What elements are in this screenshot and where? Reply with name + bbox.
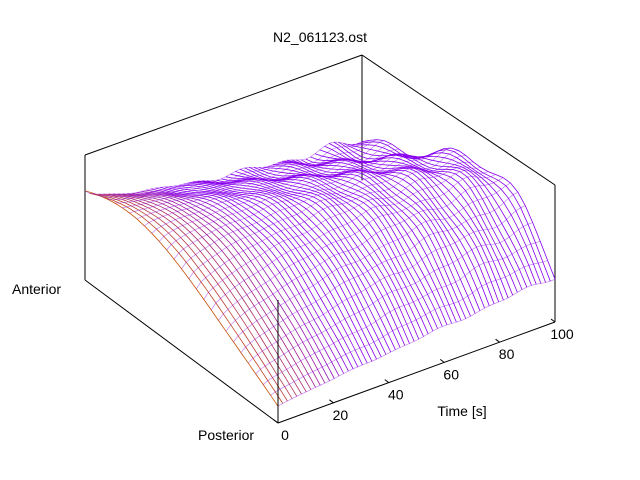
- box-edge: [361, 54, 556, 186]
- chart-title: N2_061123.ost: [273, 29, 367, 45]
- surface-crossline: [203, 166, 481, 300]
- x-axis-line: [277, 321, 556, 424]
- surface-crossline: [136, 154, 415, 220]
- surface-mesh: [84, 139, 556, 407]
- surface-crossline: [166, 148, 444, 251]
- x-tick-label: 0: [281, 427, 289, 443]
- x-tick-label: 20: [333, 407, 349, 423]
- plot-box-back: [84, 54, 556, 322]
- x-tick-label: 40: [388, 387, 404, 403]
- x-tick-mark: [495, 338, 500, 343]
- surface-crossline: [129, 154, 407, 214]
- surface-crossline: [263, 241, 541, 385]
- x-tick-mark: [550, 318, 556, 323]
- surface-crossline: [99, 139, 377, 198]
- x-tick-mark: [439, 358, 445, 363]
- x-tick-mark: [273, 419, 279, 424]
- surface-crossline: [122, 149, 400, 208]
- x-axis-ticks: 0 20 40 60 80 100: [273, 318, 574, 443]
- x-tick-label: 80: [499, 346, 515, 362]
- surface-crossline: [107, 140, 385, 201]
- surface-crossline: [248, 205, 526, 364]
- surface-crossline: [255, 222, 533, 375]
- surface-crossline: [196, 161, 474, 290]
- surface-crossline: [151, 153, 429, 234]
- surface-crossline: [114, 143, 392, 204]
- surface-slice: [94, 193, 288, 402]
- surface-crossline: [210, 170, 489, 311]
- surface-crossline: [240, 191, 519, 353]
- surface-crossline: [92, 140, 370, 196]
- surface-crossline: [173, 147, 452, 260]
- surface-crossline: [181, 150, 459, 269]
- y-bottom-label: Posterior: [198, 427, 254, 443]
- x-axis-label: Time [s]: [437, 403, 486, 419]
- y-top-label: Anterior: [12, 281, 61, 297]
- surface-crossline: [84, 141, 363, 195]
- surface-slice: [338, 141, 532, 286]
- x-tick-label: 100: [550, 326, 574, 342]
- surface-slice: [89, 193, 284, 404]
- surface-crossline: [233, 182, 511, 343]
- plot-box-front: [84, 279, 556, 424]
- box-edge: [84, 54, 363, 156]
- x-tick-label: 60: [443, 366, 459, 382]
- surface-crossline: [144, 153, 422, 227]
- x-tick-mark: [329, 399, 334, 404]
- surface-slice: [117, 193, 312, 390]
- box-edge: [84, 279, 279, 424]
- surface-crossline: [158, 151, 437, 242]
- surface-crossline: [270, 260, 548, 396]
- surface-crossline: [218, 174, 496, 321]
- surface-slice: [136, 192, 330, 382]
- x-tick-mark: [384, 379, 390, 384]
- surface-crossline: [277, 278, 556, 407]
- surface-slice: [178, 184, 373, 362]
- surface-crossline: [225, 177, 504, 332]
- surface-crossline: [188, 155, 466, 279]
